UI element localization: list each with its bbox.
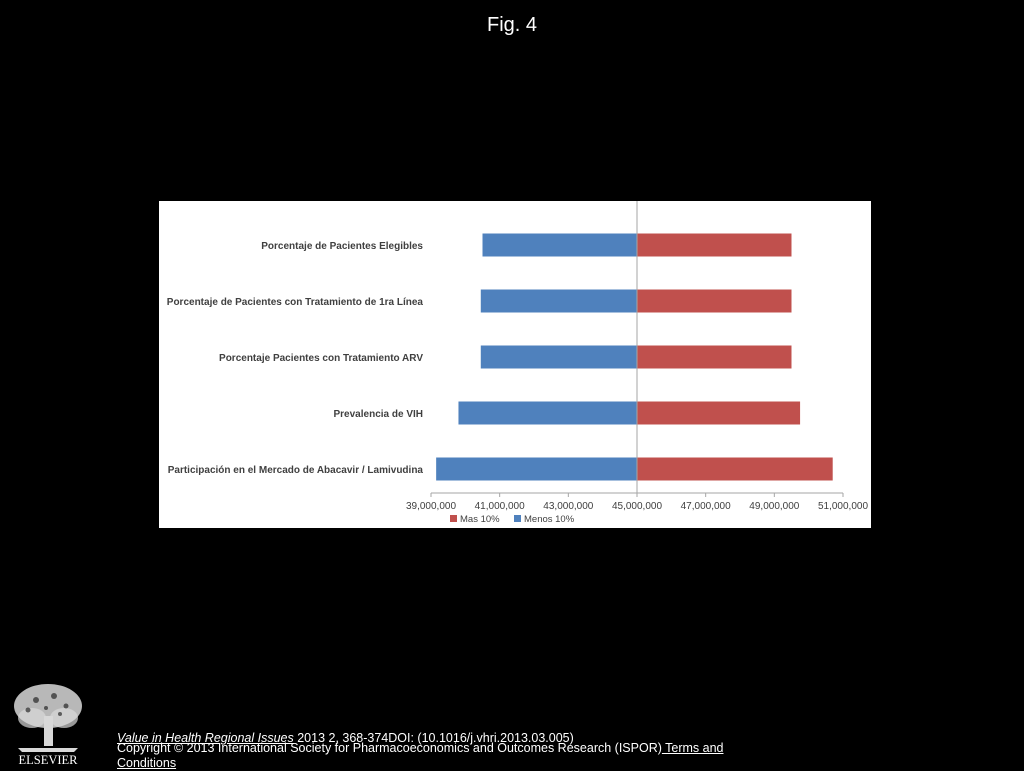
copyright-text: Copyright © 2013 International Society f…	[117, 741, 662, 755]
category-label: Prevalencia de VIH	[334, 409, 424, 420]
elsevier-tree-icon: ELSEVIER	[8, 680, 88, 767]
bar-mas-10	[637, 289, 792, 313]
bar-mas-10	[637, 457, 833, 481]
legend-label: Mas 10%	[460, 514, 500, 525]
legend-swatch	[514, 515, 521, 522]
citation-text: 2013 2, 368-374DOI: (10.1016/j.vhri.2013…	[293, 731, 574, 745]
legend-swatch	[450, 515, 457, 522]
tornado-chart: Porcentaje de Pacientes Elegibles Porcent…	[159, 201, 871, 528]
bar-mas-10	[637, 345, 792, 369]
copyright-line: Copyright © 2013 International Society f…	[117, 741, 757, 771]
bar-mas-10	[637, 401, 801, 425]
bar-menos-10	[458, 401, 637, 425]
x-tick-label: 49,000,000	[749, 501, 799, 512]
bar-mas-10	[637, 233, 792, 257]
category-label: Porcentaje de Pacientes con Tratamiento …	[167, 297, 424, 308]
x-tick-label: 45,000,000	[612, 501, 662, 512]
x-tick-label: 47,000,000	[681, 501, 731, 512]
journal-link[interactable]: Value in Health Regional Issues	[117, 731, 294, 745]
category-label: Porcentaje de Pacientes Elegibles	[261, 241, 423, 252]
footer: Value in Health Regional Issues 2013 2, …	[117, 731, 757, 771]
elsevier-logo: ELSEVIER	[8, 680, 88, 767]
terms-link[interactable]: Terms and Conditions	[117, 741, 724, 770]
chart-canvas: Porcentaje de Pacientes Elegibles Porcent…	[167, 201, 868, 525]
figure-title: Fig. 4	[486, 14, 538, 36]
x-tick-label: 43,000,000	[543, 501, 593, 512]
bar-menos-10	[436, 457, 637, 481]
legend-label: Menos 10%	[524, 514, 575, 525]
category-label: Porcentaje Pacientes con Tratamiento ARV	[219, 353, 423, 364]
category-label: Participación en el Mercado de Abacavir …	[168, 465, 424, 476]
x-tick-label: 51,000,000	[818, 501, 868, 512]
bar-menos-10	[480, 345, 637, 369]
bar-menos-10	[482, 233, 637, 257]
bar-menos-10	[480, 289, 637, 313]
x-tick-label: 41,000,000	[475, 501, 525, 512]
citation-line: Value in Health Regional Issues 2013 2, …	[117, 731, 757, 746]
logo-wordmark: ELSEVIER	[18, 753, 78, 766]
x-tick-label: 39,000,000	[406, 501, 456, 512]
